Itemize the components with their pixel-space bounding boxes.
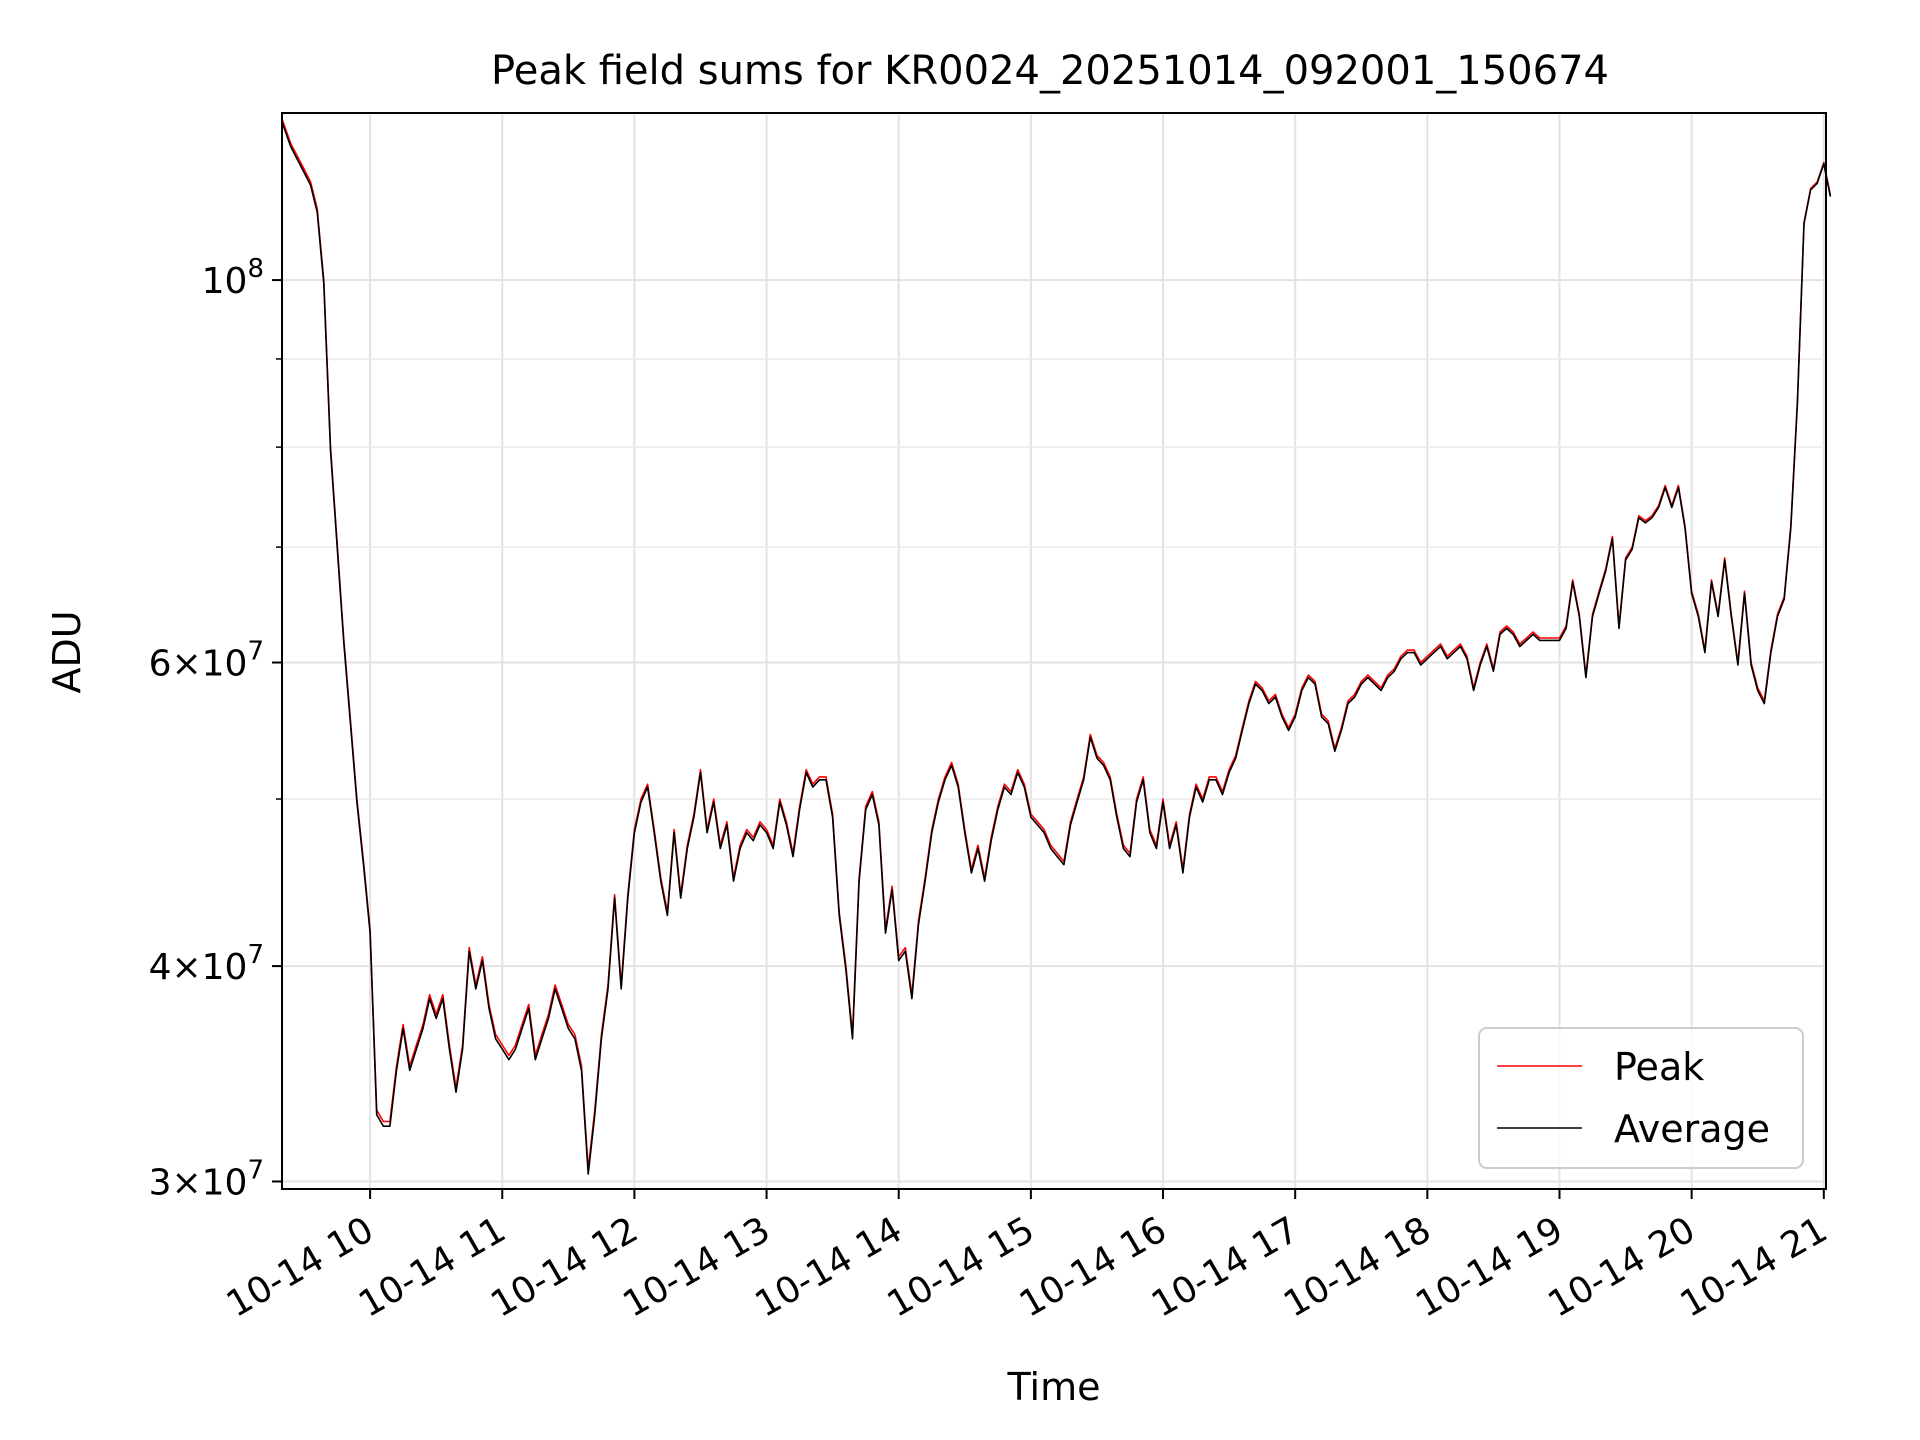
y-axis: 3×107 4×107 6×107 108 bbox=[149, 254, 282, 1203]
grid bbox=[282, 113, 1826, 1189]
plot-area bbox=[281, 112, 1832, 1190]
y-tick-label: 6×107 bbox=[149, 637, 264, 685]
y-tick-label: 108 bbox=[202, 254, 264, 302]
y-tick-label: 3×107 bbox=[149, 1155, 264, 1203]
legend-average-label: Average bbox=[1614, 1107, 1770, 1151]
x-axis-label: Time bbox=[1007, 1365, 1101, 1409]
y-axis-label: ADU bbox=[45, 610, 89, 693]
y-tick-label: 4×107 bbox=[149, 940, 264, 988]
series-line-average bbox=[281, 121, 1832, 1175]
chart-title: Peak field sums for KR0024_20251014_0920… bbox=[491, 48, 1609, 94]
series-lines bbox=[281, 118, 1832, 1175]
legend-peak-label: Peak bbox=[1614, 1045, 1704, 1089]
plot-frame bbox=[281, 112, 1827, 1190]
legend: Peak Average bbox=[1478, 1027, 1804, 1169]
plot-background bbox=[282, 113, 1826, 1189]
legend-box bbox=[1478, 1027, 1804, 1169]
